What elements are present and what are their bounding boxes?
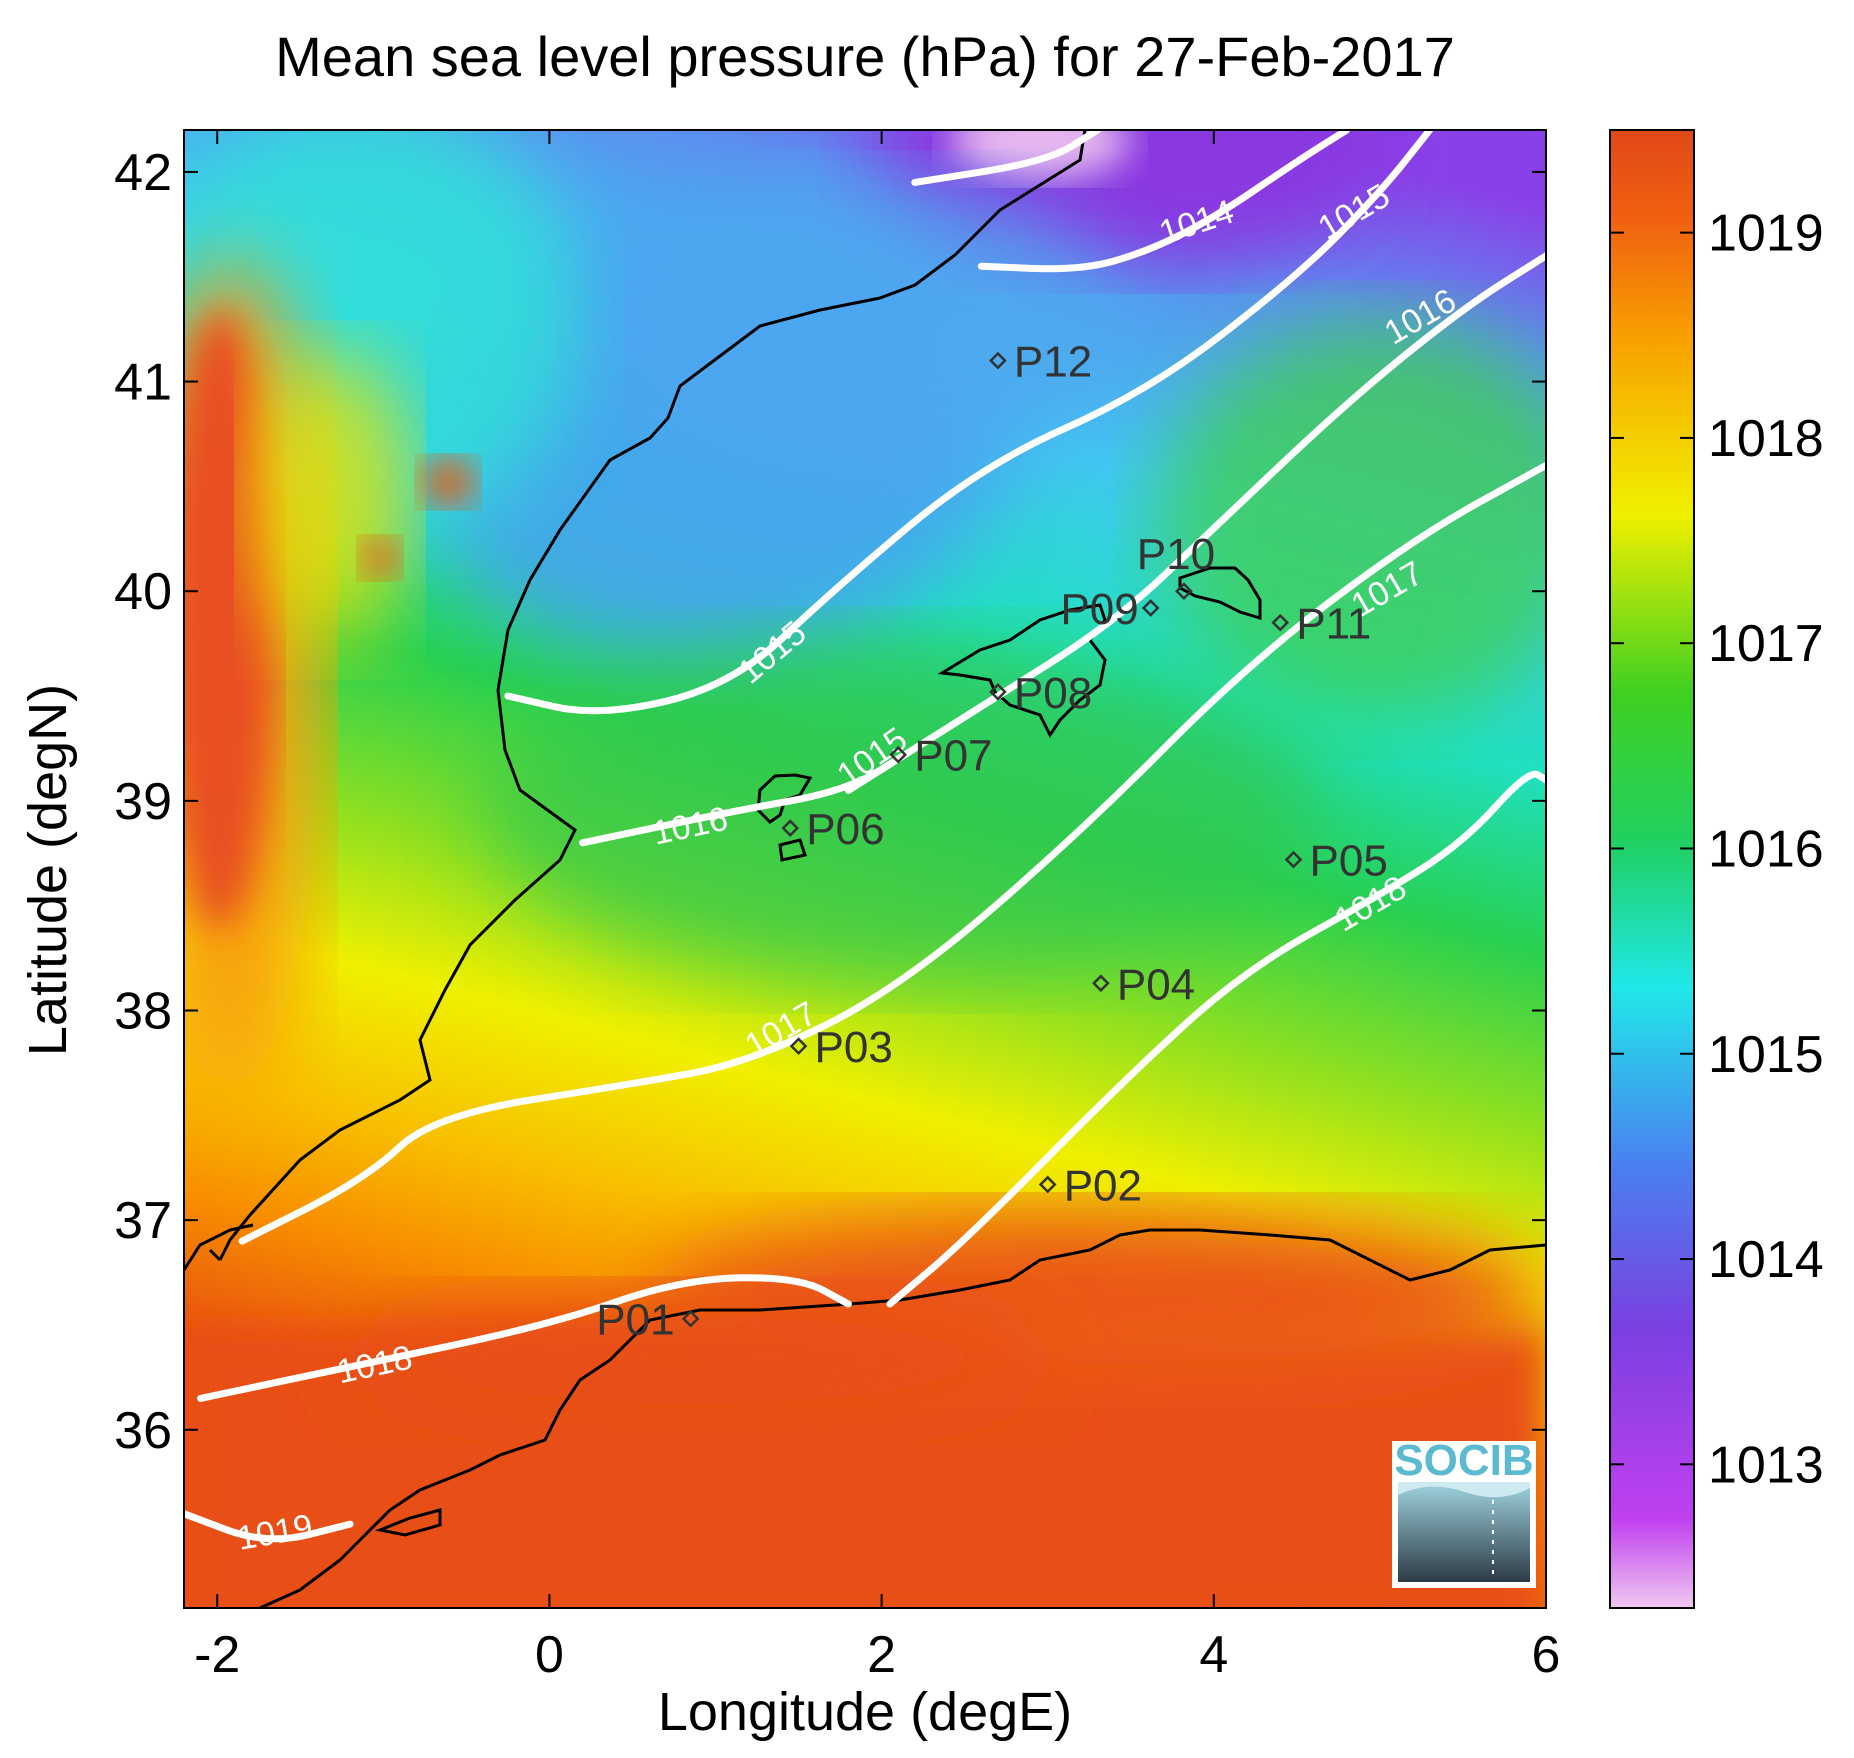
y-tick-label: 37 bbox=[114, 1192, 172, 1250]
station-marker-p09 bbox=[1141, 599, 1160, 617]
alboran-coastline bbox=[374, 1508, 442, 1537]
socib-logo: SOCIB bbox=[1392, 1436, 1536, 1588]
isobar-1016-3 bbox=[579, 252, 1546, 847]
colorbar-tick-label: 1017 bbox=[1708, 615, 1824, 673]
x-tick-label: 6 bbox=[1532, 1626, 1561, 1684]
x-axis-label: Longitude (degE) bbox=[658, 1682, 1072, 1742]
isobar-1017-5 bbox=[238, 461, 1546, 1245]
isobar-1016-4 bbox=[844, 755, 902, 794]
mallorca-coastline bbox=[937, 603, 1107, 738]
station-marker-p03 bbox=[789, 1037, 808, 1055]
station-points: P01 P02 P03 P04 P05 P06 P07 P08 P09 P10 P11 P12 bbox=[596, 338, 1388, 1345]
y-tick-label: 36 bbox=[114, 1402, 172, 1460]
station-marker-p01 bbox=[681, 1309, 700, 1328]
colorbar-tick-label: 1019 bbox=[1708, 205, 1824, 263]
colorbar-tick-label: 1013 bbox=[1708, 1436, 1824, 1494]
station-label-p08: P08 bbox=[1014, 669, 1092, 718]
station-label-p03: P03 bbox=[815, 1023, 893, 1072]
chart-title: Mean sea level pressure (hPa) for 27-Feb… bbox=[275, 25, 1455, 88]
logo-text: SOCIB bbox=[1394, 1436, 1533, 1485]
formentera-coastline bbox=[778, 838, 807, 862]
station-label-p12: P12 bbox=[1014, 338, 1092, 387]
station-label-p06: P06 bbox=[806, 805, 884, 854]
y-axis: 42 41 40 39 38 37 36 bbox=[114, 144, 1546, 1460]
y-tick-label: 42 bbox=[114, 144, 172, 202]
colorbar-tick-label: 1014 bbox=[1708, 1231, 1824, 1289]
station-label-p09: P09 bbox=[1060, 585, 1138, 634]
x-tick-label: -2 bbox=[194, 1626, 240, 1684]
station-marker-p02 bbox=[1038, 1175, 1057, 1194]
station-label-p07: P07 bbox=[914, 732, 992, 781]
isobar-1018-6 bbox=[197, 1274, 852, 1402]
colorbar: 1019 1018 1017 1016 1015 1014 1013 bbox=[1609, 129, 1824, 1609]
isobar-1018-7 bbox=[886, 770, 1546, 1308]
station-marker-p07 bbox=[889, 745, 908, 764]
pressure-field bbox=[184, 130, 1546, 1608]
station-label-p05: P05 bbox=[1310, 837, 1388, 886]
coastline bbox=[184, 130, 1546, 1608]
colorbar-tick-label: 1016 bbox=[1708, 820, 1824, 878]
isobar-1015-1 bbox=[911, 130, 1101, 186]
station-label-p11: P11 bbox=[1296, 600, 1371, 649]
isobar-1014-0 bbox=[977, 130, 1351, 273]
y-tick-label: 38 bbox=[114, 983, 172, 1041]
colorbar-tick-label: 1018 bbox=[1708, 410, 1824, 468]
y-tick-label: 40 bbox=[114, 563, 172, 621]
station-marker-p08 bbox=[989, 683, 1007, 701]
colorbar-tick-label: 1015 bbox=[1708, 1026, 1824, 1084]
y-tick-label: 41 bbox=[114, 354, 172, 412]
y-tick-label: 39 bbox=[114, 773, 172, 831]
y-axis-label: Latitude (degN) bbox=[18, 684, 78, 1056]
x-axis: -2 0 2 4 6 bbox=[194, 130, 1560, 1684]
station-marker-p06 bbox=[781, 819, 800, 837]
colorbar-bar bbox=[1609, 129, 1695, 1609]
station-marker-p11 bbox=[1271, 613, 1290, 632]
isobar-1019-8 bbox=[184, 1510, 354, 1543]
iberia-coastline bbox=[218, 130, 1087, 1261]
station-label-p02: P02 bbox=[1064, 1162, 1142, 1211]
x-tick-label: 0 bbox=[535, 1626, 564, 1684]
isobar-1015-2 bbox=[504, 130, 1434, 715]
station-marker-p10 bbox=[1175, 582, 1193, 601]
plot-frame bbox=[183, 129, 1547, 1609]
station-label-p04: P04 bbox=[1117, 960, 1195, 1009]
station-label-p10: P10 bbox=[1137, 530, 1215, 579]
x-tick-label: 4 bbox=[1199, 1626, 1228, 1684]
station-marker-p04 bbox=[1092, 974, 1110, 993]
colorbar-ticks: 1019 1018 1017 1016 1015 1014 1013 bbox=[1610, 205, 1824, 1494]
x-tick-label: 2 bbox=[867, 1626, 896, 1684]
station-marker-p05 bbox=[1284, 850, 1303, 869]
station-marker-p12 bbox=[989, 351, 1007, 370]
station-label-p01: P01 bbox=[596, 1296, 674, 1345]
isobar-contours bbox=[184, 130, 1546, 1543]
